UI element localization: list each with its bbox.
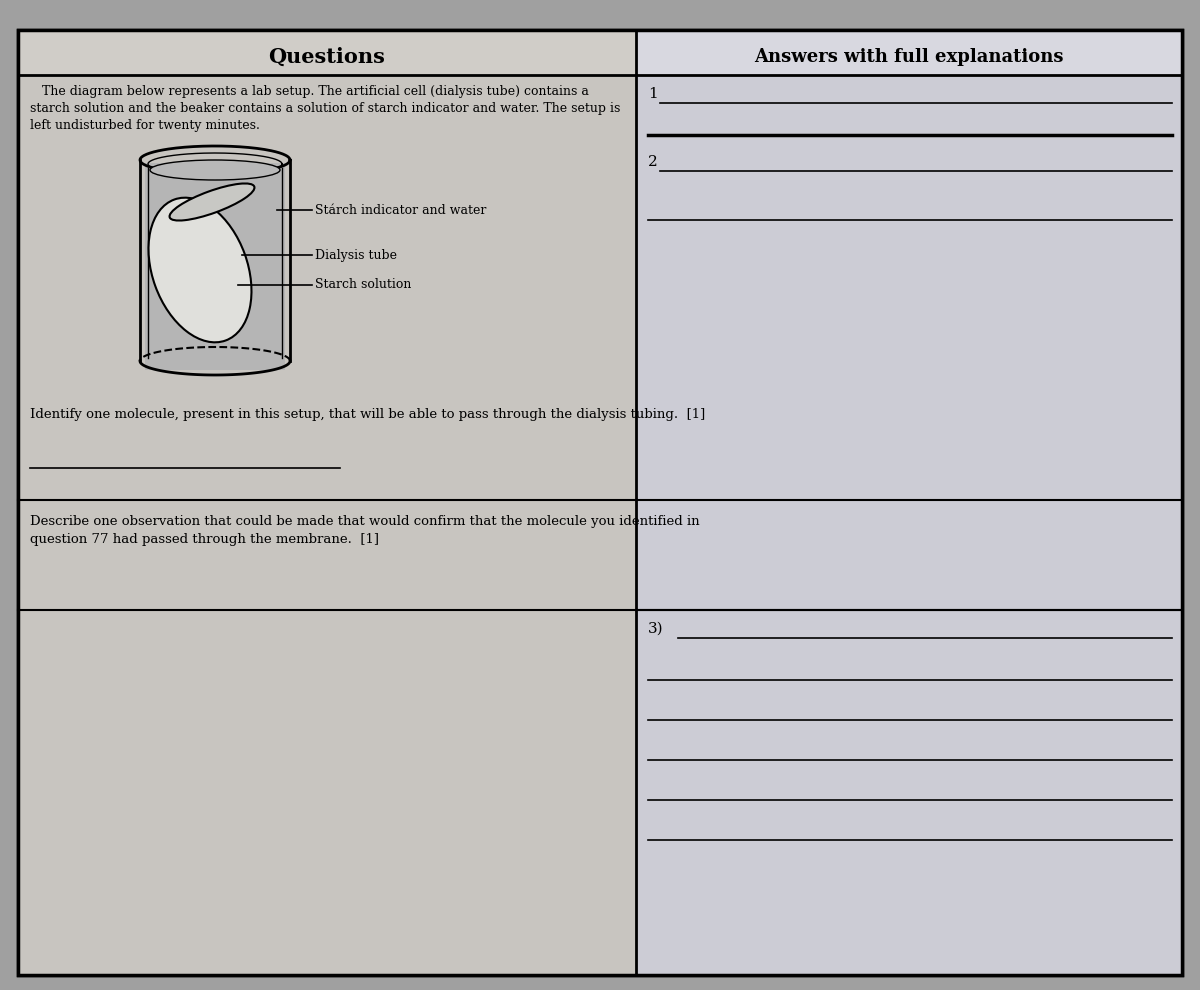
Text: The diagram below represents a lab setup. The artificial cell (dialysis tube) co: The diagram below represents a lab setup… — [30, 85, 589, 98]
Text: Dialysis tube: Dialysis tube — [314, 248, 397, 261]
Bar — [636, 30, 1182, 975]
Text: Starch solution: Starch solution — [314, 278, 412, 291]
Text: Answers with full explanations: Answers with full explanations — [755, 48, 1063, 66]
Text: 1: 1 — [648, 87, 658, 101]
Ellipse shape — [150, 160, 280, 180]
Text: left undisturbed for twenty minutes.: left undisturbed for twenty minutes. — [30, 119, 260, 132]
Bar — [18, 30, 636, 975]
Text: question 77 had passed through the membrane.  [1]: question 77 had passed through the membr… — [30, 533, 379, 546]
Text: starch solution and the beaker contains a solution of starch indicator and water: starch solution and the beaker contains … — [30, 102, 620, 115]
Bar — [18, 30, 636, 75]
Text: 3): 3) — [648, 622, 664, 636]
Text: Stárch indicator and water: Stárch indicator and water — [314, 204, 486, 217]
Text: 2: 2 — [648, 155, 658, 169]
Text: Questions: Questions — [269, 47, 385, 67]
Text: Describe one observation that could be made that would confirm that the molecule: Describe one observation that could be m… — [30, 515, 700, 528]
Ellipse shape — [149, 198, 252, 343]
Text: Identify one molecule, present in this setup, that will be able to pass through : Identify one molecule, present in this s… — [30, 408, 706, 421]
Ellipse shape — [169, 183, 254, 221]
Bar — [636, 30, 1182, 75]
Bar — [145, 163, 286, 370]
